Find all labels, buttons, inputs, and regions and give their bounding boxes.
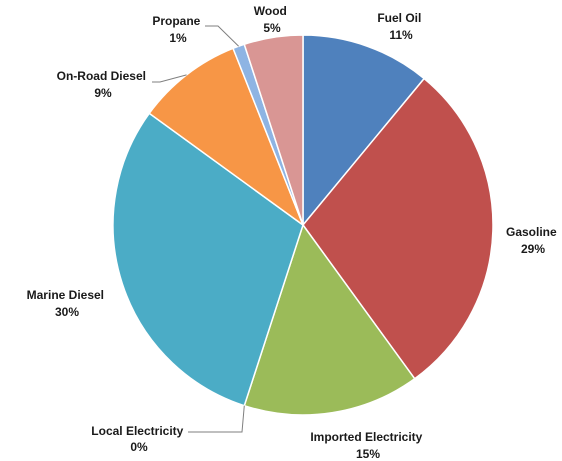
slice-name-imported-electricity: Imported Electricity [310, 430, 422, 444]
slice-percent-imported-electricity: 15% [356, 447, 380, 461]
slice-gasoline [302, 77, 494, 380]
slice-imported-electricity [243, 223, 416, 416]
slice-name-marine-diesel: Marine Diesel [27, 288, 104, 302]
leader-line-on-road-diesel [152, 74, 187, 83]
slice-name-on-road-diesel: On-Road Diesel [57, 69, 146, 83]
slice-label-marine-diesel: Marine Diesel 30% [27, 288, 108, 319]
slice-label-on-road-diesel: On-Road Diesel 9% [57, 69, 150, 100]
slice-name-gasoline: Gasoline [506, 225, 557, 239]
slice-percent-local-electricity: 0% [130, 440, 148, 454]
slice-name-wood: Wood [254, 4, 287, 18]
slice-percent-fuel-oil: 11% [389, 28, 413, 42]
slice-percent-gasoline: 29% [521, 242, 545, 256]
slice-label-fuel-oil: Fuel Oil 11% [377, 11, 424, 42]
slice-name-propane: Propane [152, 14, 200, 28]
slice-label-gasoline: Gasoline 29% [506, 225, 560, 256]
slice-marine-diesel [112, 112, 304, 407]
leader-line-propane [205, 25, 239, 47]
slice-percent-marine-diesel: 30% [55, 305, 79, 319]
slice-label-wood: Wood 5% [254, 4, 290, 35]
slice-percent-on-road-diesel: 9% [94, 86, 112, 100]
slice-label-propane: Propane 1% [152, 14, 203, 45]
slice-name-fuel-oil: Fuel Oil [377, 11, 421, 25]
leader-line-local-electricity [188, 405, 245, 433]
pie-slices [112, 34, 494, 416]
slice-wood [243, 34, 304, 226]
slice-label-local-electricity: Local Electricity 0% [91, 424, 186, 454]
leader-lines [152, 25, 245, 433]
slice-label-imported-electricity: Imported Electricity 15% [310, 430, 425, 461]
slice-name-local-electricity: Local Electricity [91, 424, 183, 438]
slice-percent-wood: 5% [263, 21, 281, 35]
slice-percent-propane: 1% [169, 31, 187, 45]
slice-fuel-oil [302, 34, 426, 228]
